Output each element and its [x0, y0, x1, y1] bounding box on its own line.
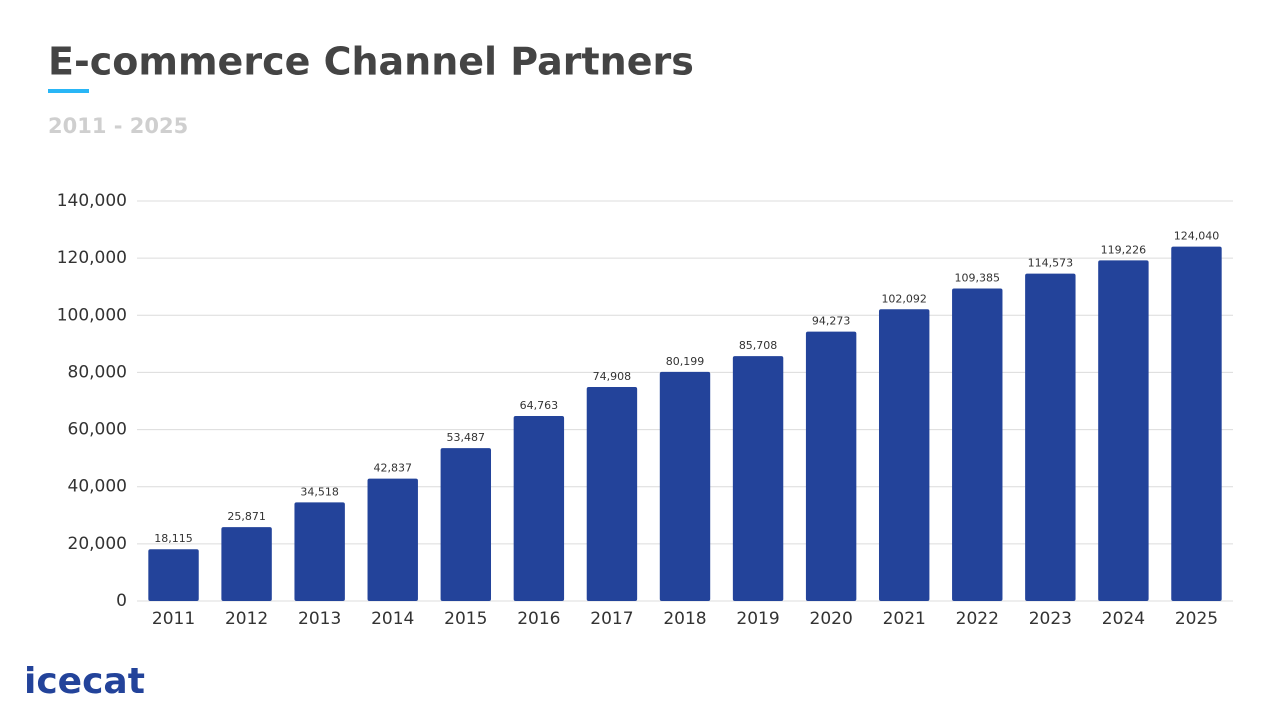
x-tick-label: 2015 [444, 609, 487, 629]
logo: icecat [24, 661, 145, 702]
x-tick-label: 2025 [1175, 609, 1218, 629]
value-label: 74,908 [593, 370, 632, 383]
bar [1098, 260, 1149, 601]
bar [586, 386, 638, 601]
value-label: 94,273 [812, 315, 851, 328]
bar [878, 309, 930, 601]
x-tick-label: 2014 [371, 609, 414, 629]
x-tick-label: 2013 [298, 609, 341, 629]
bar [221, 527, 272, 601]
x-tick-label: 2017 [590, 609, 633, 629]
bar [294, 502, 345, 601]
x-tick-label: 2023 [1029, 609, 1072, 629]
x-tick-label: 2021 [883, 609, 926, 629]
bar [440, 448, 492, 601]
bar [1025, 273, 1076, 601]
value-label: 85,708 [739, 339, 778, 352]
value-label: 119,226 [1101, 243, 1147, 256]
y-tick-label: 20,000 [68, 534, 127, 554]
bar [148, 549, 199, 601]
bar [732, 356, 784, 601]
chart-subtitle: 2011 - 2025 [48, 114, 188, 138]
y-tick-label: 100,000 [57, 305, 127, 325]
value-label: 80,199 [666, 355, 705, 368]
value-label: 25,871 [227, 510, 266, 523]
y-tick-label: 140,000 [57, 191, 127, 211]
value-label: 42,837 [373, 462, 412, 475]
bar [1171, 246, 1222, 601]
x-tick-label: 2018 [663, 609, 706, 629]
value-label: 18,115 [154, 532, 193, 545]
y-tick-label: 40,000 [68, 477, 127, 497]
value-label: 64,763 [520, 399, 559, 412]
y-tick-label: 0 [116, 591, 127, 611]
bar [805, 331, 857, 601]
x-tick-label: 2022 [956, 609, 999, 629]
value-label: 53,487 [447, 431, 486, 444]
y-tick-label: 60,000 [68, 420, 127, 440]
value-label: 114,573 [1028, 257, 1074, 270]
x-tick-label: 2011 [152, 609, 195, 629]
x-tick-label: 2019 [736, 609, 779, 629]
bar [367, 478, 418, 601]
chart-title: E-commerce Channel Partners [48, 40, 694, 84]
value-label: 34,518 [300, 485, 339, 498]
bar [659, 371, 711, 601]
y-tick-label: 120,000 [57, 248, 127, 268]
y-tick-label: 80,000 [68, 362, 127, 382]
value-label: 102,092 [881, 292, 927, 305]
value-label: 124,040 [1174, 230, 1220, 243]
x-tick-label: 2012 [225, 609, 268, 629]
x-tick-label: 2020 [810, 609, 853, 629]
value-label: 109,385 [955, 271, 1001, 284]
bar [952, 288, 1003, 601]
x-tick-label: 2024 [1102, 609, 1145, 629]
title-underline [48, 89, 89, 93]
bar [513, 415, 565, 601]
x-tick-label: 2016 [517, 609, 560, 629]
